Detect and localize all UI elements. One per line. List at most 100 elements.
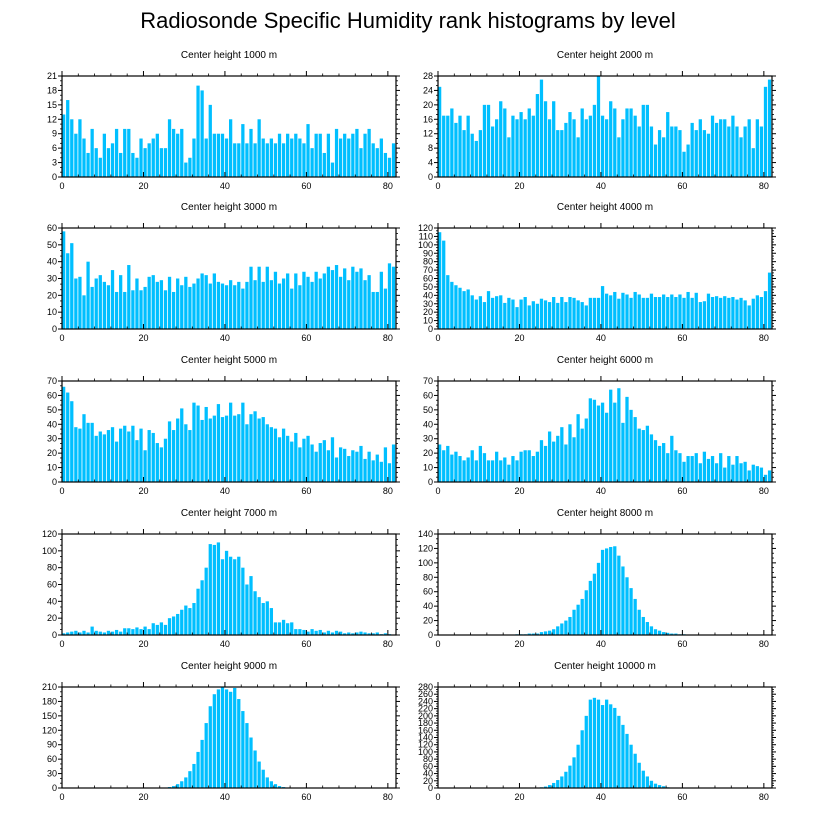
histogram-bar [387,157,392,177]
histogram-bar [184,162,188,177]
histogram-bar [515,460,519,482]
histogram-bar [466,289,470,329]
histogram-bar [755,466,759,482]
histogram-bar [629,588,633,635]
histogram-bar [176,784,180,788]
y-tick-label: 120 [418,543,433,553]
histogram-bar [723,119,727,177]
histogram-bar [556,435,560,482]
histogram-bar [200,90,204,177]
histogram-bar [298,138,302,177]
histogram-bar [273,271,278,329]
histogram-bar [478,130,483,177]
x-tick-label: 40 [596,181,606,191]
histogram-bar [249,737,253,788]
histogram-bar [625,396,629,482]
histogram-bar [334,265,339,329]
histogram-bar [294,629,298,635]
histogram-bar [560,623,564,635]
y-tick-label: 180 [418,718,433,728]
x-tick-label: 80 [383,792,393,802]
histogram-bar [338,138,343,177]
y-tick-label: 0 [52,172,57,182]
histogram-bar [163,148,168,177]
y-tick-label: 60 [47,223,57,233]
y-tick-label: 100 [418,558,433,568]
histogram-bar [180,408,184,482]
histogram-bar [359,631,363,635]
histogram-bar [458,115,462,177]
chart-panel-1: Center height 1000 m 0 20 40 60 80 0 3 6 9 12 15 18 2… [47,50,400,191]
x-tick-label: 40 [596,792,606,802]
histogram-bar [212,694,216,788]
histogram-bar [629,409,633,482]
histogram-bar [131,629,135,635]
histogram-bar [637,762,641,788]
histogram-bar [114,291,119,329]
histogram-bar [568,112,572,177]
histogram-bar [503,457,507,482]
histogram-bar [277,437,282,482]
histogram-bar [204,406,208,482]
histogram-bar [167,618,172,635]
histogram-bar [747,119,751,177]
histogram-bar [314,271,318,329]
y-tick-label: 100 [418,747,433,757]
histogram-bar [641,297,645,329]
histogram-bar [503,108,507,177]
histogram-bar [367,451,371,482]
histogram-bar [155,133,159,177]
histogram-bar [281,143,286,177]
histogram-bar [462,291,466,329]
histogram-bar [212,133,216,177]
x-tick-label: 20 [514,333,524,343]
histogram-bar [580,730,584,788]
histogram-bar [147,629,151,635]
histogram-bar [241,288,245,329]
y-tick-label: 180 [42,696,57,706]
histogram-bar [527,305,531,329]
x-tick-label: 80 [383,639,393,649]
histogram-bar [269,138,274,177]
chart-panel-6: Center height 6000 m 0 20 40 60 80 0 10 20 30 40 50… [423,355,776,496]
plot-frame [437,533,773,636]
histogram-bar [511,299,515,329]
histogram-bar [763,86,768,177]
histogram-bar [568,297,572,329]
histogram-bar [110,143,115,177]
histogram-bar [229,691,233,788]
plot-frame [437,380,773,483]
histogram-bar [66,392,70,482]
histogram-bar [155,624,159,635]
histogram-bar [135,157,139,177]
histogram-bar [507,297,511,329]
histogram-bar [257,418,261,482]
histogram-bar [580,428,584,482]
histogram-bar [617,388,621,482]
histogram-bar [208,418,212,482]
histogram-bar [70,401,74,482]
x-tick-label: 60 [301,486,311,496]
histogram-bar [237,556,241,635]
histogram-bar [458,456,462,482]
x-tick-label: 20 [514,792,524,802]
x-tick-label: 80 [759,639,769,649]
histogram-bar [343,133,347,177]
chart-title: Center height 10000 m [554,661,656,672]
histogram-bar [653,783,658,788]
histogram-bar [123,425,127,482]
y-tick-label: 50 [47,240,57,250]
histogram-bar [617,715,621,788]
histogram-bar [245,424,249,482]
histogram-bar [580,302,584,329]
chart-panel-9: Center height 9000 m 0 20 40 60 80 0 30 60 90 120 1… [42,661,400,802]
histogram-bar [330,162,335,177]
y-tick-label: 0 [428,324,433,334]
histogram-bar [359,268,363,329]
histogram-bar [698,463,702,482]
histogram-bar [318,443,322,482]
histogram-bar [70,119,74,177]
y-tick-label: 0 [428,783,433,793]
chart-title: Center height 8000 m [557,508,653,519]
histogram-bar [351,633,355,635]
